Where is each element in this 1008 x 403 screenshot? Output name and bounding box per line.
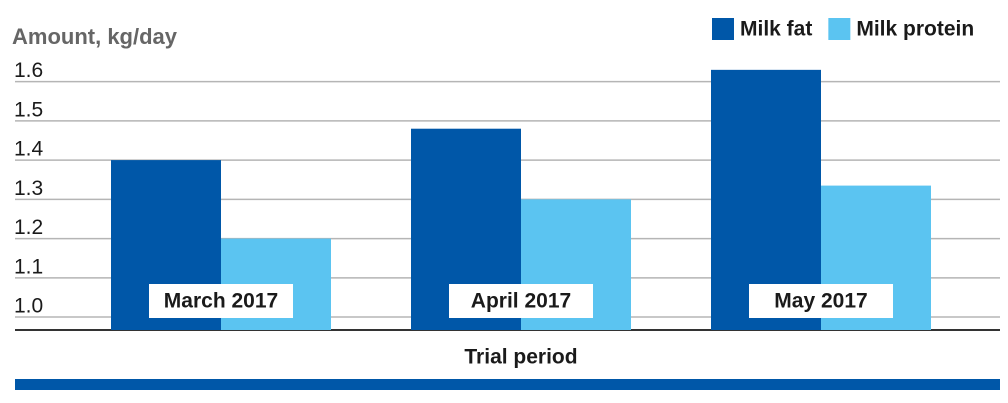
legend-swatch bbox=[712, 18, 734, 40]
category-label-box bbox=[749, 284, 893, 318]
footer-band bbox=[15, 379, 1000, 390]
y-tick-label: 1.0 bbox=[14, 295, 43, 318]
y-tick-label: 1.3 bbox=[14, 177, 43, 200]
legend-label: Milk protein bbox=[856, 18, 974, 41]
y-tick-label: 1.5 bbox=[14, 98, 43, 121]
x-tick-label: May 2017 bbox=[774, 290, 867, 313]
y-tick-label: 1.2 bbox=[14, 216, 43, 239]
y-tick-label: 1.4 bbox=[14, 138, 44, 161]
x-tick-label: April 2017 bbox=[471, 290, 571, 313]
category-label-box bbox=[149, 284, 293, 318]
y-tick-label: 1.6 bbox=[14, 59, 43, 82]
y-tick-label: 1.1 bbox=[14, 255, 43, 278]
category-label-box bbox=[449, 284, 593, 318]
x-tick-label: March 2017 bbox=[164, 290, 278, 313]
legend-swatch bbox=[828, 18, 851, 40]
legend-label: Milk fat bbox=[740, 18, 812, 41]
x-axis-label: Trial period bbox=[464, 346, 577, 369]
y-axis-label: Amount, kg/day bbox=[12, 24, 178, 49]
